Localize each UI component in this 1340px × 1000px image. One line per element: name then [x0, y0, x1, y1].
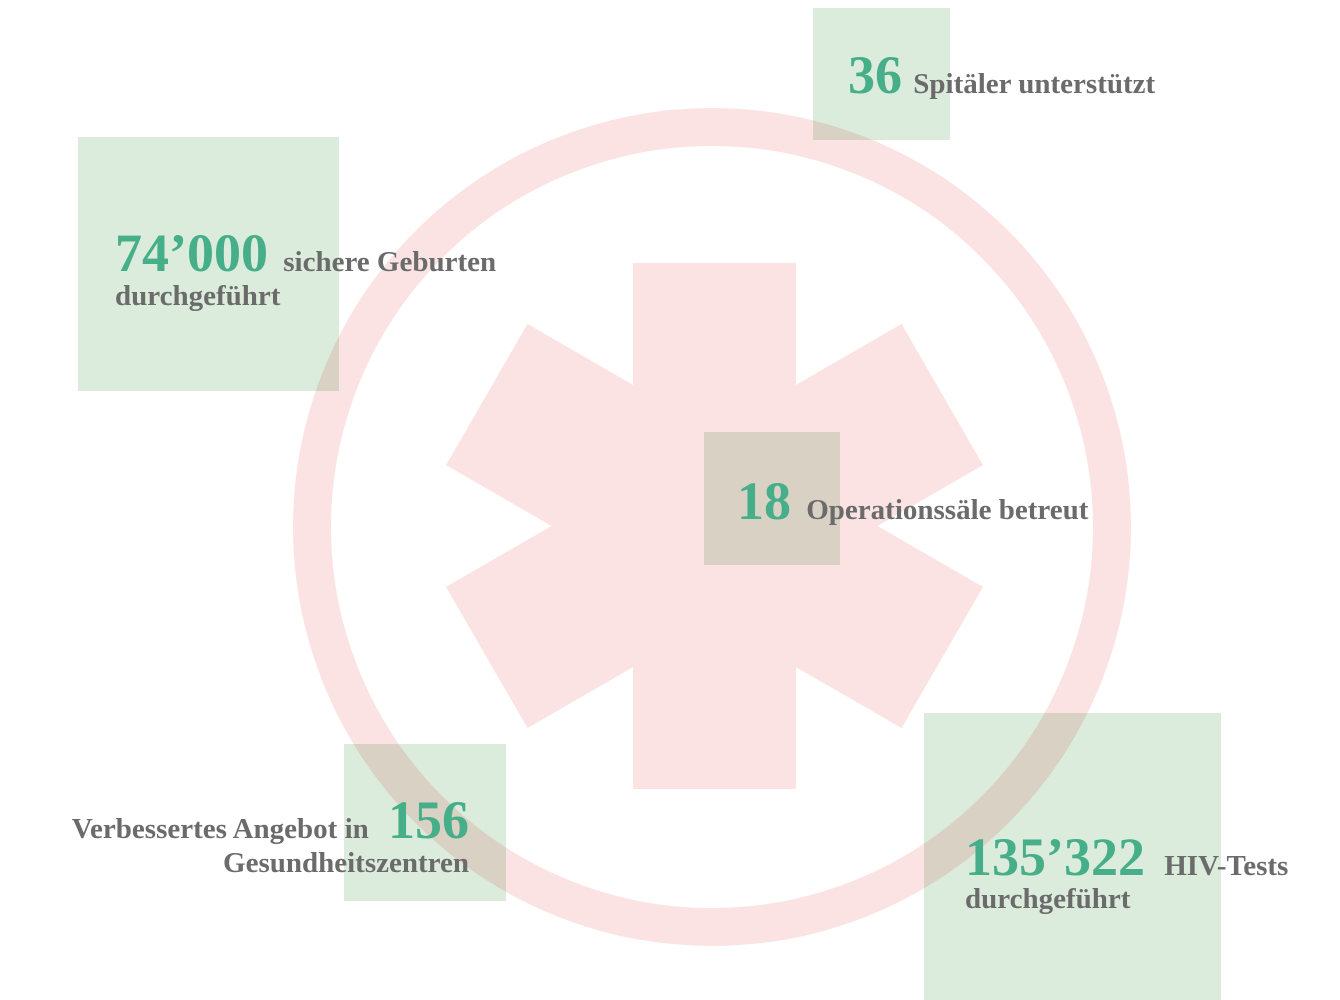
stat-label: Operationssäle betreut	[806, 494, 1089, 526]
stat-label: HIV-Tests	[1164, 850, 1288, 882]
stat-number: 135’322	[965, 827, 1145, 887]
stat: 18 Operationssäle betreut	[737, 471, 1089, 531]
stat-label: durchgeführt	[115, 280, 281, 312]
stat-number: 156	[388, 790, 469, 850]
stat-number: 36	[848, 45, 902, 105]
highlight-box	[924, 713, 1221, 1000]
stat-label: sichere Geburten	[283, 246, 496, 278]
stat: 36 Spitäler unterstützt	[848, 45, 1156, 105]
stat-number: 18	[737, 471, 791, 531]
stat-label: Spitäler unterstützt	[913, 68, 1155, 100]
stat-label: durchgeführt	[965, 883, 1131, 915]
highlight-box	[78, 137, 339, 391]
highlight-box	[704, 432, 840, 565]
stat-label: Verbessertes Angebot in	[72, 813, 369, 845]
stat: Verbessertes Angebot in 156	[72, 790, 469, 850]
stat-label: Gesundheitszentren	[223, 847, 469, 879]
stat: 74’000 sichere Geburten	[115, 223, 496, 283]
emblem-ring	[293, 108, 1131, 946]
highlight-box	[344, 744, 506, 901]
stat: 135’322 HIV-Tests	[965, 827, 1288, 887]
highlight-box	[813, 8, 950, 140]
stat-number: 74’000	[115, 223, 268, 283]
